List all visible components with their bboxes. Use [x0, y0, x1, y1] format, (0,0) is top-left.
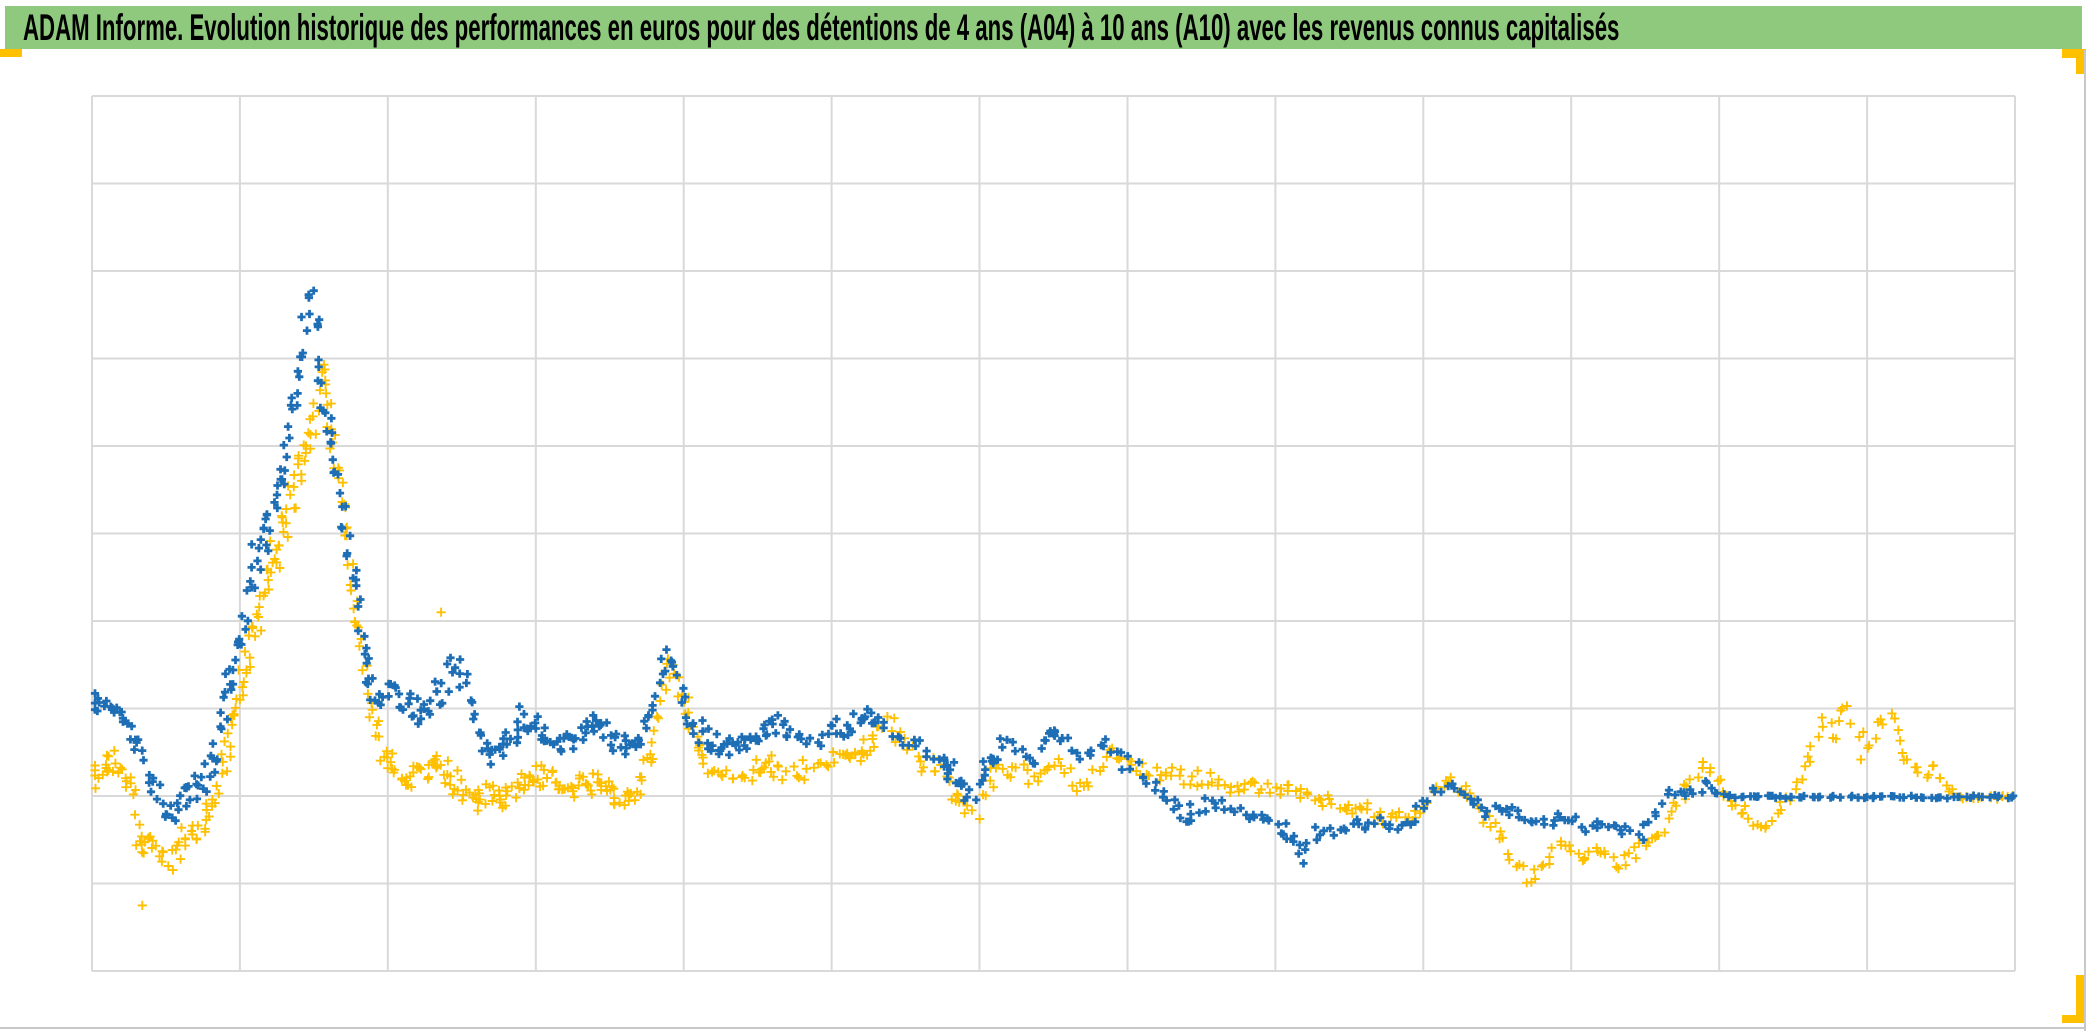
accent-corner-top-right-horizontal: [2062, 49, 2086, 58]
series-group: [90, 286, 2018, 910]
accent-corner-bottom-right-horizontal: [2062, 1015, 2086, 1023]
accent-corner-bottom-right-vertical: [2076, 975, 2086, 1023]
accent-dash-top-left: [0, 49, 22, 57]
page-title: ADAM Informe. Evolution historique des p…: [23, 6, 1620, 48]
blue-plus-series: [90, 286, 2018, 868]
slide-bottom-edge: [0, 1027, 2086, 1029]
slide-right-edge: [2084, 50, 2086, 1031]
accent-corner-top-right-vertical: [2076, 49, 2086, 74]
yellow-plus-series: [90, 360, 2018, 910]
gridlines: [91, 95, 2016, 972]
title-bar: ADAM Informe. Evolution historique des p…: [5, 6, 2082, 49]
